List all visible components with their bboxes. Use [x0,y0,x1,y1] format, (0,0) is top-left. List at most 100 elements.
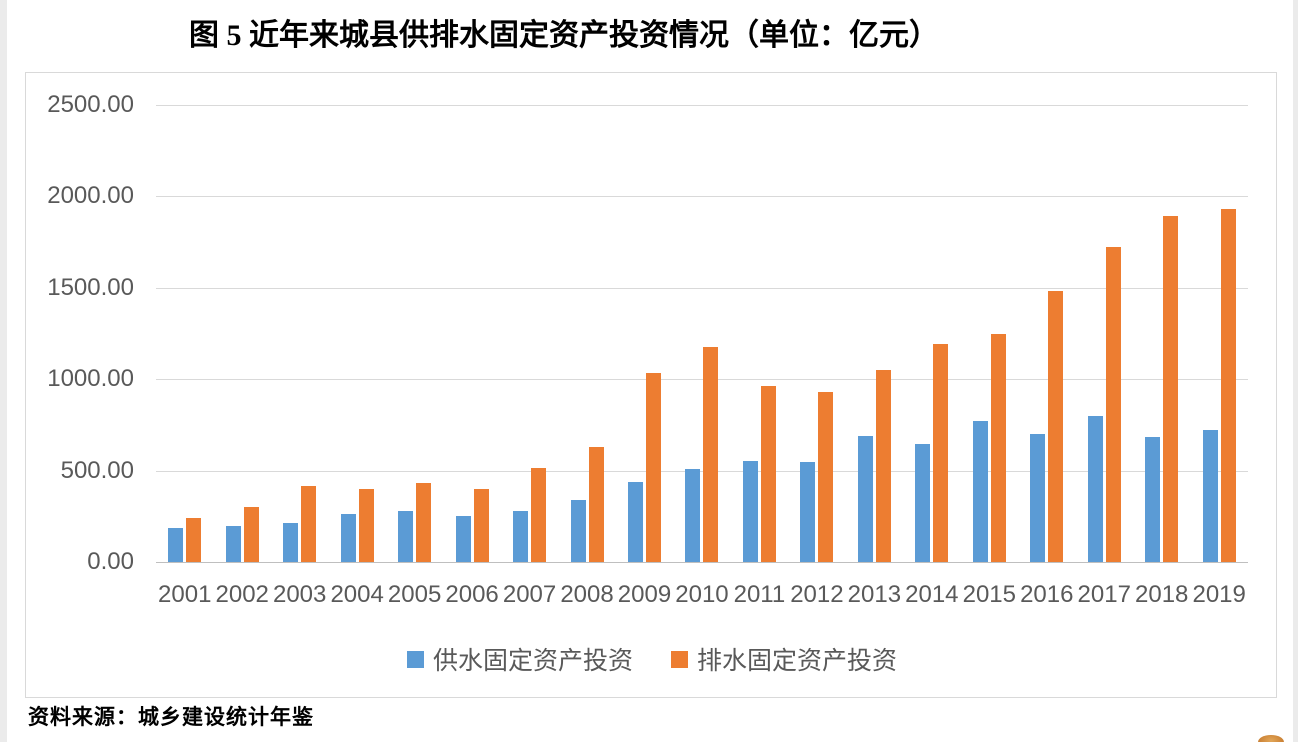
x-tick-2018: 2018 [1135,581,1189,608]
x-tick-2019: 2019 [1192,581,1246,608]
x-axis-labels: 2001 2002 2003 2004 2005 2006 2007 2008 2009 2010… [156,581,1248,609]
x-tick-2007: 2007 [502,581,557,608]
bar-water-supply-2012 [800,461,816,562]
gridline-500.00 [156,470,1248,472]
bar-group-2007 [501,105,558,562]
gridline-2500.00 [156,105,1248,106]
x-tick-2010: 2010 [675,581,729,608]
x-tick-2013: 2013 [847,581,902,608]
x-tick-2001: 2001 [158,581,212,608]
x-tick-2004: 2004 [330,581,384,608]
bar-water-supply-2019 [1202,429,1218,562]
bar-drainage-2010 [703,347,719,562]
y-tick-500.00: 500.00 [60,456,134,484]
bar-water-supply-2003 [283,522,299,562]
legend-swatch-water-supply [406,650,424,668]
gridline-2000.00 [156,196,1248,198]
bar-group-2002 [213,105,270,562]
decorative-orange-mark [1258,735,1284,742]
bar-drainage-2019 [1220,209,1236,562]
bar-drainage-2009 [645,372,661,562]
bar-group-2001 [156,105,213,562]
legend-swatch-drainage [671,650,688,668]
x-tick-2011: 2011 [733,581,786,608]
bar-group-2003 [271,105,328,562]
bar-water-supply-2007 [513,510,529,562]
bar-drainage-2004 [358,488,374,562]
bar-water-supply-2001 [168,528,184,562]
bar-drainage-2018 [1163,215,1179,562]
bar-group-2019 [1190,105,1247,562]
y-tick-2500.00: 2500.00 [47,91,134,118]
bar-drainage-2011 [760,385,776,562]
x-tick-2003: 2003 [272,581,327,608]
page-edge-right [1293,0,1298,742]
x-tick-2009: 2009 [617,581,672,608]
bar-drainage-2013 [875,370,891,562]
bar-group-2015 [961,105,1018,562]
chart-title: 图 5 近年来城县供排水固定资产投资情况（单位：亿元） [189,19,939,52]
gridline-1500.00 [156,287,1248,289]
bar-group-2014 [903,105,960,562]
bar-water-supply-2004 [340,513,356,562]
x-tick-2008: 2008 [560,581,614,608]
legend-label-drainage: 排水固定资产投资 [697,647,898,675]
legend-entry-water-supply: 供水固定资产投资 [406,641,633,677]
gridline-1000.00 [156,379,1248,381]
bar-drainage-2008 [588,446,604,562]
bar-group-2013 [846,105,903,562]
bar-group-2016 [1018,105,1075,562]
bar-water-supply-2006 [455,516,471,562]
y-tick-0.00: 0.00 [87,548,134,575]
bar-water-supply-2017 [1087,415,1103,562]
bars-layer [156,105,1248,562]
bar-group-2017 [1076,105,1133,562]
bar-water-supply-2018 [1145,436,1161,562]
y-tick-1500.00: 1500.00 [47,273,134,301]
y-tick-2000.00: 2000.00 [47,182,134,210]
bar-water-supply-2013 [857,435,873,562]
bar-drainage-2015 [990,334,1006,562]
bar-drainage-2002 [243,507,259,562]
bar-group-2004 [328,105,385,562]
bar-drainage-2006 [473,488,489,562]
bar-water-supply-2009 [627,481,643,562]
legend-label-water-supply: 供水固定资产投资 [432,647,633,675]
bar-drainage-2016 [1048,290,1064,562]
x-tick-2005: 2005 [387,581,442,608]
bar-group-2012 [788,105,845,562]
bar-drainage-2003 [301,486,317,562]
x-tick-2002: 2002 [215,581,269,608]
legend: 供水固定资产投资 排水固定资产投资 [26,643,1278,675]
bar-water-supply-2008 [570,499,586,562]
bar-drainage-2014 [933,343,949,562]
x-tick-2015: 2015 [962,581,1016,608]
bar-drainage-2012 [818,392,834,562]
bar-drainage-2017 [1105,246,1121,562]
bar-water-supply-2010 [685,468,701,562]
bar-group-2006 [443,105,500,562]
y-tick-1000.00: 1000.00 [47,365,134,393]
bar-group-2011 [731,105,788,562]
chart-container: 0.00 500.00 1000.00 1500.00 2000.00 2500.00 2… [25,72,1277,698]
bar-drainage-2005 [416,483,432,562]
bar-water-supply-2011 [742,460,758,562]
bar-water-supply-2015 [972,421,988,562]
page-edge-left [0,0,7,742]
x-tick-2014: 2014 [905,581,959,608]
x-tick-2016: 2016 [1020,581,1074,608]
source-note: 资料来源：城乡建设统计年鉴 [28,705,314,729]
plot-area [156,105,1248,563]
x-tick-2006: 2006 [445,581,499,608]
bar-group-2010 [673,105,730,562]
legend-entry-drainage: 排水固定资产投资 [671,641,897,677]
x-tick-2017: 2017 [1077,581,1131,608]
bar-water-supply-2016 [1030,434,1046,562]
bar-water-supply-2002 [225,526,241,562]
bar-group-2008 [558,105,615,562]
x-tick-2012: 2012 [790,581,844,608]
x-axis-line [156,562,1248,563]
bar-drainage-2001 [186,518,202,562]
bar-group-2005 [386,105,443,562]
